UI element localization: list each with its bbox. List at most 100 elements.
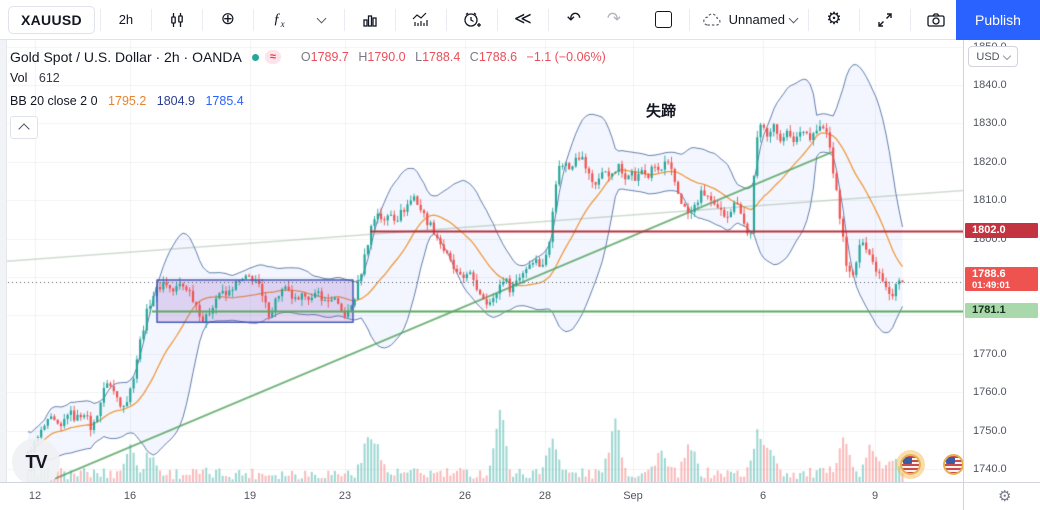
chart-settings-button[interactable]: ⚙ <box>814 6 854 34</box>
price-tick: 1820.0 <box>973 155 1007 168</box>
toolbar-separator <box>808 8 809 31</box>
toolbar-separator <box>252 8 254 31</box>
legend-collapse-button[interactable] <box>10 116 38 139</box>
toolbar-separator <box>99 8 101 31</box>
redo-button[interactable]: ↷ <box>594 6 634 34</box>
chart-style-button[interactable] <box>157 6 197 34</box>
toolbar-separator <box>910 8 911 31</box>
forecast-icon <box>412 12 428 26</box>
text-annotation[interactable]: 失蹄 <box>646 103 677 120</box>
top-toolbar: XAUUSD 2h ⊕ <box>0 0 1040 40</box>
economic-event-flag-icon[interactable] <box>943 454 964 475</box>
ohlc-values: O1789.7 H1790.0 L1788.4 C1788.6 −1.1 (−0… <box>300 50 606 64</box>
legend-volume-row[interactable]: Vol 612 <box>10 71 606 87</box>
time-tick: 6 <box>759 490 767 502</box>
compare-add-button[interactable]: ⊕ <box>208 6 248 34</box>
toolbar-left-group: XAUUSD 2h ⊕ <box>0 5 634 34</box>
price-tick: 1840.0 <box>973 79 1007 91</box>
interval-button[interactable]: 2h <box>106 6 146 34</box>
rewind-icon: ≪ <box>514 9 532 29</box>
fx-icon: ƒx <box>273 10 285 29</box>
time-tick: 19 <box>243 490 257 502</box>
layout-select-button[interactable] <box>644 6 684 34</box>
currency-toggle-button[interactable]: USD <box>968 46 1018 67</box>
gear-icon: ⚙ <box>826 9 842 29</box>
legend-symbol-row[interactable]: Gold Spot / U.S. Dollar · 2h · OANDA ≈ O… <box>10 48 606 66</box>
interval-label: 2h <box>118 12 134 27</box>
snapshot-button[interactable] <box>916 6 956 34</box>
drawing-toolbar-collapsed[interactable] <box>0 40 7 510</box>
bb-upper-value: 1804.9 <box>156 94 195 108</box>
currency-label: USD <box>976 50 1000 63</box>
chevron-up-icon <box>18 123 30 135</box>
redo-icon: ↷ <box>606 9 622 29</box>
flag-canton <box>946 457 955 464</box>
toolbar-separator <box>688 8 690 31</box>
volume-value: 612 <box>38 71 60 85</box>
chevron-down-icon <box>1002 51 1011 60</box>
camera-icon <box>927 12 945 27</box>
plus-circle-icon: ⊕ <box>220 9 236 29</box>
forecast-button[interactable] <box>401 6 441 34</box>
cloud-layout-button[interactable]: Unnamed <box>695 6 803 34</box>
delayed-data-icon[interactable]: ≈ <box>264 50 281 64</box>
price-tick: 1750.0 <box>973 424 1007 437</box>
symbol-label: XAUUSD <box>21 11 82 28</box>
legend-bb-row[interactable]: BB 20 close 2 0 1795.2 1804.9 1785.4 <box>10 94 606 110</box>
axis-corner: ⚙ <box>963 482 1040 510</box>
symbol-title: Gold Spot / U.S. Dollar · 2h · OANDA <box>10 49 242 65</box>
toolbar-separator <box>201 8 203 31</box>
layout-name: Unnamed <box>728 12 785 27</box>
time-tick: 23 <box>338 490 352 502</box>
bb-basis-value: 1795.2 <box>108 94 147 108</box>
indicators-button[interactable]: ƒx <box>259 6 299 34</box>
time-tick: 12 <box>28 490 42 502</box>
toolbar-separator <box>496 8 498 31</box>
toolbar-separator <box>859 8 860 31</box>
time-axis[interactable]: 12 16 19 23 26 28 Sep 6 9 <box>0 482 963 510</box>
alarm-clock-plus-icon <box>464 11 481 27</box>
price-label-1788.6: 1788.6 01:49:01 <box>965 267 1038 292</box>
bb-label: BB 20 close 2 0 <box>10 94 98 108</box>
volume-label: Vol <box>10 71 28 85</box>
bar-chart-icon <box>363 14 377 27</box>
cloud-icon <box>702 12 721 26</box>
price-tick: 1760.0 <box>973 386 1007 399</box>
price-label-1781.1: 1781.1 <box>965 303 1038 319</box>
price-tick: 1830.0 <box>973 117 1007 130</box>
economic-event-flag-icon[interactable] <box>900 454 921 475</box>
chart-legend: Gold Spot / U.S. Dollar · 2h · OANDA ≈ O… <box>10 48 606 139</box>
fundamentals-button[interactable] <box>350 6 390 34</box>
undo-button[interactable]: ↶ <box>554 6 594 34</box>
symbol-search-button[interactable]: XAUUSD <box>8 5 95 34</box>
time-tick: 16 <box>123 490 137 502</box>
undo-icon: ↶ <box>566 9 582 29</box>
price-tick: 1770.0 <box>973 347 1007 360</box>
bar-replay-button[interactable]: ≪ <box>503 6 543 34</box>
market-status-dot-icon <box>251 53 259 61</box>
fullscreen-button[interactable] <box>865 6 905 34</box>
toolbar-right-group: Unnamed ⚙ <box>644 0 1040 40</box>
chart-region: Gold Spot / U.S. Dollar · 2h · OANDA ≈ O… <box>0 40 1040 510</box>
toolbar-separator <box>547 8 549 31</box>
publish-button[interactable]: Publish <box>956 0 1040 40</box>
bb-lower-value: 1785.4 <box>205 94 244 108</box>
candlestick-icon <box>171 12 183 27</box>
flag-canton <box>903 457 912 464</box>
chevron-down-icon <box>788 13 799 23</box>
alert-button[interactable] <box>452 6 492 34</box>
toolbar-separator <box>343 8 345 31</box>
indicator-templates-button[interactable] <box>299 6 339 34</box>
layout-square-icon <box>655 11 673 28</box>
axis-settings-gear-icon[interactable]: ⚙ <box>998 487 1012 505</box>
price-axis[interactable]: 1850.01840.01830.01820.01810.01800.01790… <box>963 40 1040 482</box>
toolbar-separator <box>150 8 152 31</box>
time-tick: 9 <box>871 490 879 502</box>
price-tick: 1740.0 <box>973 463 1007 475</box>
chart-canvas[interactable] <box>0 40 963 482</box>
change-value: −1.1 (−0.06%) <box>526 50 606 64</box>
tradingview-logo[interactable]: TV <box>12 438 60 486</box>
time-tick: Sep <box>623 490 643 502</box>
toolbar-separator <box>394 8 396 31</box>
